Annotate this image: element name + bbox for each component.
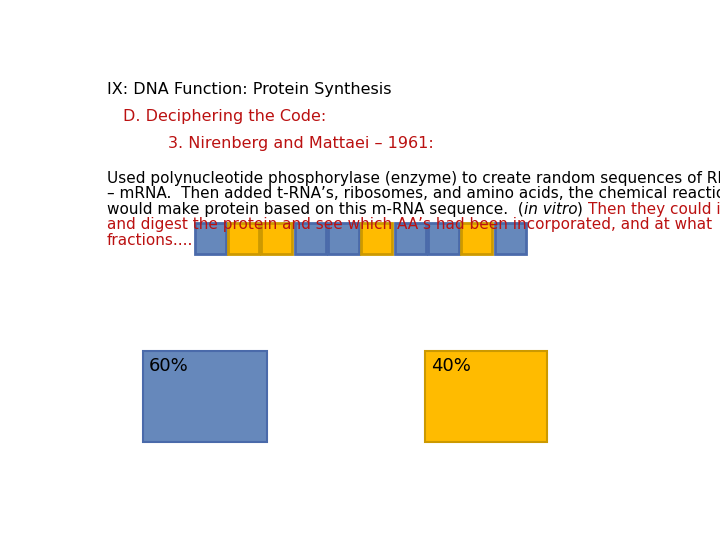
Text: D. Deciphering the Code:: D. Deciphering the Code: — [122, 109, 325, 124]
Text: ): ) — [577, 202, 588, 217]
Text: and digest the protein and see which AA’s had been incorporated, and at what: and digest the protein and see which AA’… — [107, 217, 712, 232]
Bar — [328, 224, 359, 254]
Bar — [395, 224, 426, 254]
Bar — [428, 224, 459, 254]
Bar — [495, 224, 526, 254]
Text: 3. Nirenberg and Mattaei – 1961:: 3. Nirenberg and Mattaei – 1961: — [168, 137, 433, 151]
Text: – mRNA.  Then added t-RNA’s, ribosomes, and amino acids, the chemical reactions: – mRNA. Then added t-RNA’s, ribosomes, a… — [107, 186, 720, 201]
Bar — [194, 224, 225, 254]
Text: would make protein based on this m-RNA sequence.  (: would make protein based on this m-RNA s… — [107, 202, 523, 217]
Bar — [228, 224, 259, 254]
Text: 60%: 60% — [149, 357, 189, 375]
Text: fractions....: fractions.... — [107, 233, 194, 248]
Bar — [425, 351, 547, 442]
Bar — [261, 224, 292, 254]
Bar — [462, 224, 492, 254]
Text: 40%: 40% — [431, 357, 471, 375]
Bar — [361, 224, 392, 254]
Text: IX: DNA Function: Protein Synthesis: IX: DNA Function: Protein Synthesis — [107, 82, 392, 97]
Bar — [143, 351, 266, 442]
Text: in vitro: in vitro — [523, 202, 577, 217]
Bar — [294, 224, 325, 254]
Text: Used polynucleotide phosphorylase (enzyme) to create random sequences of RNA bas: Used polynucleotide phosphorylase (enzym… — [107, 171, 720, 186]
Text: Then they could isolate: Then they could isolate — [588, 202, 720, 217]
